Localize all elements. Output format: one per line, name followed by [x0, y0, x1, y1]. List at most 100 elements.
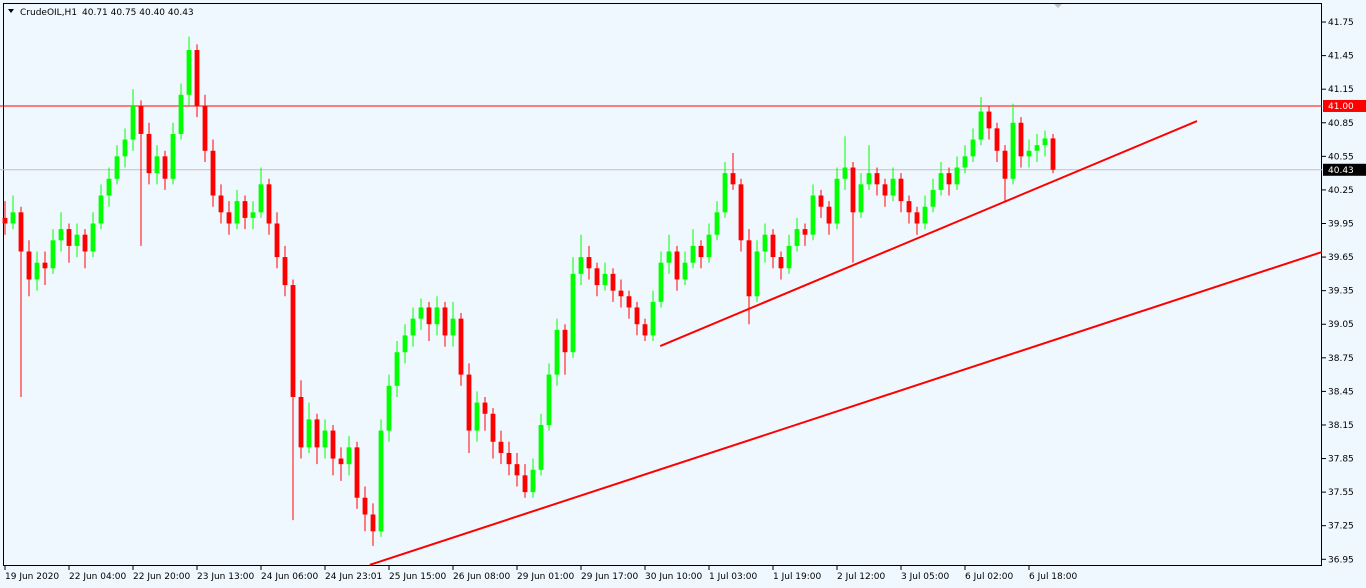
candle-body: [450, 318, 456, 336]
candle-body: [666, 251, 672, 263]
candle-body: [330, 430, 336, 459]
plot-frame: [3, 3, 1322, 566]
y-tick-label: 39.65: [1328, 253, 1354, 263]
candle-body: [762, 234, 768, 252]
candle-body: [434, 307, 440, 325]
x-tick-label: 29 Jun 01:00: [517, 572, 574, 582]
candle-body: [954, 167, 960, 185]
quote: 40.71 40.75 40.40 40.43: [82, 8, 194, 18]
candle-body: [1002, 150, 1008, 179]
candle-body: [730, 173, 736, 185]
candle-body: [490, 413, 496, 442]
price-label-box: [1323, 99, 1366, 112]
x-tick-label: 22 Jun 04:00: [69, 572, 126, 582]
candle-body: [306, 419, 312, 448]
candle-body: [1034, 145, 1040, 151]
y-tick-label: 40.55: [1328, 152, 1354, 162]
y-tick-label: 40.85: [1328, 119, 1354, 129]
candle-body: [682, 262, 688, 280]
trend-line: [369, 251, 1322, 566]
candle-body: [786, 245, 792, 269]
x-tick-label: 6 Jul 18:00: [1029, 572, 1078, 582]
candle-body: [578, 257, 584, 274]
candle-body: [1010, 122, 1016, 179]
candle-body: [706, 234, 712, 258]
candle-body: [474, 402, 480, 431]
candle-body: [746, 240, 752, 297]
candle-body: [482, 402, 488, 414]
candle-body: [898, 178, 904, 202]
y-tick-label: 38.45: [1328, 387, 1354, 397]
candle-body: [74, 234, 80, 246]
candle-body: [250, 212, 256, 218]
candle-body: [82, 234, 88, 252]
candle-body: [858, 184, 864, 213]
candle-body: [810, 195, 816, 235]
x-tick-label: 30 Jun 10:00: [645, 572, 702, 582]
candle-body: [754, 251, 760, 297]
candle-body: [1026, 150, 1032, 157]
price-label: 41.00: [1328, 102, 1354, 112]
candle-body: [874, 173, 880, 185]
candle-body: [42, 262, 48, 269]
y-tick-label: 39.05: [1328, 320, 1354, 330]
candle-body: [1050, 138, 1056, 170]
candle-body: [186, 50, 192, 95]
candle-body: [338, 458, 344, 465]
candle-body: [738, 184, 744, 241]
plot-area: [0, 36, 1322, 566]
candle-body: [90, 223, 96, 252]
candle-body: [386, 385, 392, 431]
x-tick-label: 26 Jun 08:00: [453, 572, 510, 582]
candle-body: [498, 441, 504, 453]
candle-body: [162, 156, 168, 179]
candle-body: [834, 178, 840, 224]
candle-body: [602, 273, 608, 286]
candle-body: [122, 139, 128, 157]
candle-body: [1018, 122, 1024, 157]
candle-body: [2, 217, 8, 224]
y-tick-label: 36.95: [1328, 555, 1354, 565]
candle-body: [458, 318, 464, 375]
candle-body: [266, 184, 272, 224]
candle-body: [362, 497, 368, 515]
candle-body: [442, 307, 448, 336]
candle-body: [922, 206, 928, 224]
candle-body: [546, 374, 552, 425]
x-tick-label: 23 Jun 13:00: [197, 572, 254, 582]
x-tick-label: 1 Jul 19:00: [773, 572, 822, 582]
candle-body: [178, 94, 184, 134]
candle-body: [370, 514, 376, 532]
candle-body: [978, 111, 984, 140]
candle-body: [714, 212, 720, 235]
candle-body: [394, 352, 400, 386]
candle-body: [58, 229, 64, 241]
candle-body: [890, 178, 896, 196]
candle-body: [18, 212, 24, 252]
shift-marker: [1054, 4, 1062, 8]
candle-body: [106, 178, 112, 196]
candle-body: [522, 475, 528, 493]
candle-body: [674, 251, 680, 280]
candle-body: [1042, 138, 1048, 146]
candle-body: [194, 50, 200, 106]
price-label: 40.43: [1328, 166, 1354, 176]
candle-body: [202, 105, 208, 151]
y-tick-label: 40.25: [1328, 186, 1354, 196]
candle-body: [650, 301, 656, 336]
candle-body: [610, 273, 616, 291]
candle-body: [946, 173, 952, 185]
candle-body: [962, 156, 968, 168]
x-tick-label: 22 Jun 20:00: [133, 572, 190, 582]
x-tick-label: 3 Jul 05:00: [901, 572, 950, 582]
candle-body: [130, 105, 136, 140]
candle-body: [930, 189, 936, 207]
menu-arrow[interactable]: [8, 9, 14, 13]
y-tick-label: 39.95: [1328, 219, 1354, 229]
candle-body: [258, 184, 264, 213]
candle-body: [466, 374, 472, 431]
x-tick-label: 19 Jun 2020: [5, 572, 59, 582]
candle-body: [514, 464, 520, 476]
candle-body: [866, 173, 872, 185]
